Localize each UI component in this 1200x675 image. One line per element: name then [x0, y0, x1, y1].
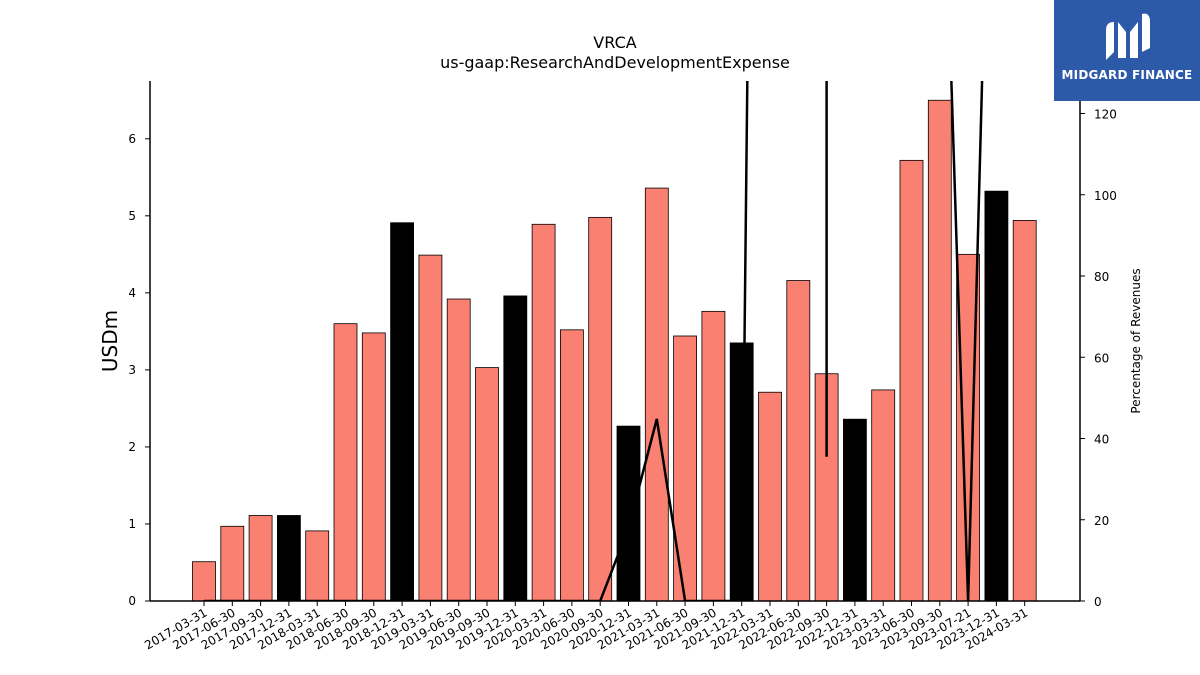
y2-tick-label: 60: [1094, 351, 1109, 365]
bar: [984, 190, 1009, 602]
bar: [305, 530, 330, 602]
bar: [843, 418, 867, 602]
bar: [588, 216, 613, 602]
bar: [361, 332, 386, 602]
bar: [927, 99, 952, 602]
y2-tick-label: 40: [1094, 433, 1109, 447]
bar: [276, 515, 301, 602]
bar: [616, 425, 641, 602]
bar: [248, 515, 273, 602]
y-tick-label: 4: [128, 286, 136, 300]
y2-tick-label: 80: [1094, 270, 1109, 284]
chart-subtitle: us-gaap:ResearchAndDevelopmentExpense: [440, 53, 790, 72]
y2-axis-label: Percentage of Revenues: [1129, 268, 1143, 413]
y-axis-label: USDm: [98, 310, 122, 372]
bar: [644, 187, 669, 602]
bar: [560, 329, 584, 602]
bar: [786, 280, 811, 602]
y-tick-label: 2: [128, 440, 136, 454]
bar: [220, 525, 245, 602]
line-layer: [204, 81, 984, 601]
bar: [899, 159, 924, 602]
bar: [1012, 220, 1037, 602]
bar: [701, 310, 726, 602]
bar: [333, 323, 358, 602]
bar: [418, 254, 443, 602]
bar: [390, 222, 415, 602]
y-tick-label: 0: [128, 594, 136, 608]
axes-layer: [149, 81, 1081, 602]
bar: [871, 389, 896, 602]
y2-tick-label: 20: [1094, 514, 1109, 528]
brand-logo: MIDGARD FINANCE: [1054, 0, 1200, 101]
y2-tick-label: 100: [1094, 189, 1117, 203]
bar: [503, 295, 528, 602]
y-tick-label: 1: [128, 517, 136, 531]
chart-title: VRCA: [593, 33, 636, 52]
midgard-logo-icon: [1106, 13, 1150, 60]
bars-layer: [192, 99, 1037, 602]
y-tick-label: 3: [128, 363, 136, 377]
y-tick-label: 6: [128, 132, 136, 146]
percentage-line: [204, 81, 984, 601]
y2-tick-label: 0: [1094, 595, 1102, 609]
bar: [673, 335, 697, 602]
y2-tick-label: 120: [1094, 108, 1117, 122]
brand-name: MIDGARD FINANCE: [1061, 68, 1193, 82]
bar: [758, 391, 782, 602]
y-tick-label: 5: [128, 209, 136, 223]
bar: [531, 223, 556, 602]
bar: [446, 298, 471, 602]
bar: [475, 367, 499, 602]
bar: [192, 561, 216, 602]
